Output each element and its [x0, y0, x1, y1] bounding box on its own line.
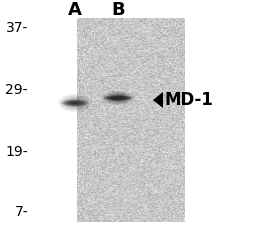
Ellipse shape: [64, 97, 86, 109]
Ellipse shape: [58, 94, 92, 112]
Ellipse shape: [104, 92, 132, 104]
Ellipse shape: [115, 97, 121, 99]
Text: 29-: 29-: [5, 83, 28, 97]
Text: MD-1: MD-1: [165, 91, 214, 109]
Text: 19-: 19-: [5, 145, 28, 159]
Ellipse shape: [110, 95, 126, 102]
Ellipse shape: [104, 95, 132, 101]
Polygon shape: [153, 92, 163, 108]
Text: 37-: 37-: [6, 21, 28, 35]
Ellipse shape: [111, 96, 125, 99]
Ellipse shape: [68, 101, 82, 105]
Ellipse shape: [112, 96, 124, 100]
Ellipse shape: [72, 102, 78, 104]
Text: A: A: [68, 1, 82, 19]
Ellipse shape: [67, 98, 83, 108]
Ellipse shape: [107, 93, 129, 103]
Ellipse shape: [69, 100, 81, 106]
Ellipse shape: [63, 100, 87, 106]
Ellipse shape: [70, 102, 80, 104]
Ellipse shape: [113, 97, 123, 99]
Ellipse shape: [109, 96, 127, 100]
Ellipse shape: [101, 91, 135, 105]
Ellipse shape: [73, 102, 77, 104]
Text: 7-: 7-: [14, 205, 28, 219]
Ellipse shape: [116, 97, 120, 98]
Ellipse shape: [66, 101, 84, 105]
Ellipse shape: [61, 99, 89, 107]
Ellipse shape: [61, 96, 89, 110]
Text: B: B: [111, 1, 125, 19]
Ellipse shape: [106, 96, 130, 100]
